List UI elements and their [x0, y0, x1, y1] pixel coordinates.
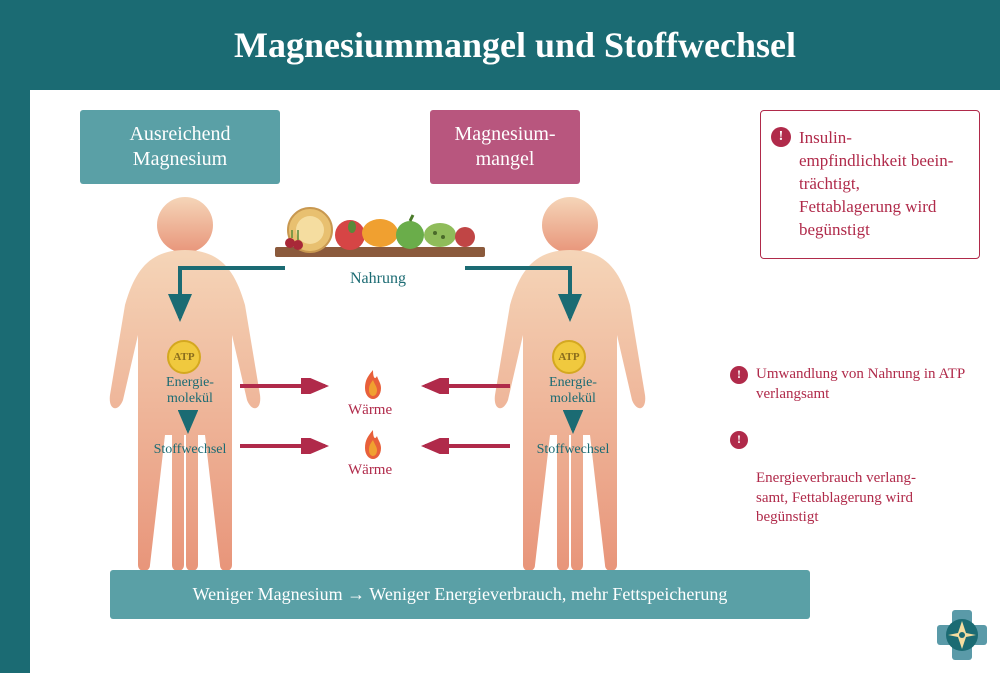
header: Magnesiummangel und Stoffwechsel	[30, 0, 1000, 90]
nahrung-label: Nahrung	[350, 270, 406, 288]
energie-label-right: Energie- molekül	[538, 375, 608, 407]
arrow-left-to-warme-bottom	[235, 438, 335, 454]
food-tray-icon	[270, 185, 490, 265]
arrow-left-to-warme-top	[235, 378, 335, 394]
arrow-down-left	[178, 410, 198, 438]
note-energy-slowdown: ! Energieverbrauch verlang- samt, Fettab…	[730, 430, 975, 528]
arrow-food-to-right-body	[460, 260, 590, 330]
alert-icon: !	[730, 366, 748, 384]
note-text-1: Umwandlung von Nahrung in ATP verlangsam…	[756, 366, 965, 402]
note-text-2: Energieverbrauch verlang- samt, Fettabla…	[756, 470, 916, 525]
summary-bar: Weniger Magnesium → Weniger Energieverbr…	[110, 570, 810, 619]
alert-icon: !	[730, 431, 748, 449]
label-magnesium-deficiency: Magnesium- mangel	[430, 110, 580, 184]
note-atp-slowdown: ! Umwandlung von Nahrung in ATP verlangs…	[730, 365, 975, 404]
arrow-right-to-warme-top	[415, 378, 515, 394]
alert-icon: !	[771, 127, 791, 147]
stoffwechsel-label-left: Stoffwechsel	[145, 442, 235, 458]
arrow-down-right	[563, 410, 583, 438]
left-accent-bar	[0, 0, 30, 673]
infographic-content: Ausreichend Magnesium Magnesium- mangel …	[60, 110, 980, 640]
flame-icon-bottom	[360, 428, 386, 460]
compass-logo-icon	[932, 605, 992, 665]
page-title: Magnesiummangel und Stoffwechsel	[234, 24, 796, 66]
callout-text: Insulin- empfindlichkeit beein-trächtigt…	[799, 128, 953, 239]
arrow-food-to-left-body	[160, 260, 290, 330]
arrow-right-to-warme-bottom	[415, 438, 515, 454]
stoffwechsel-label-right: Stoffwechsel	[528, 442, 618, 458]
atp-badge-right: ATP	[552, 340, 586, 374]
label-sufficient-magnesium: Ausreichend Magnesium	[80, 110, 280, 184]
energie-label-left: Energie- molekül	[155, 375, 225, 407]
warme-label-top: Wärme	[348, 402, 392, 419]
callout-insulin: ! Insulin- empfindlichkeit beein-trächti…	[760, 110, 980, 259]
atp-badge-left: ATP	[167, 340, 201, 374]
warme-label-bottom: Wärme	[348, 462, 392, 479]
flame-icon-top	[360, 368, 386, 400]
